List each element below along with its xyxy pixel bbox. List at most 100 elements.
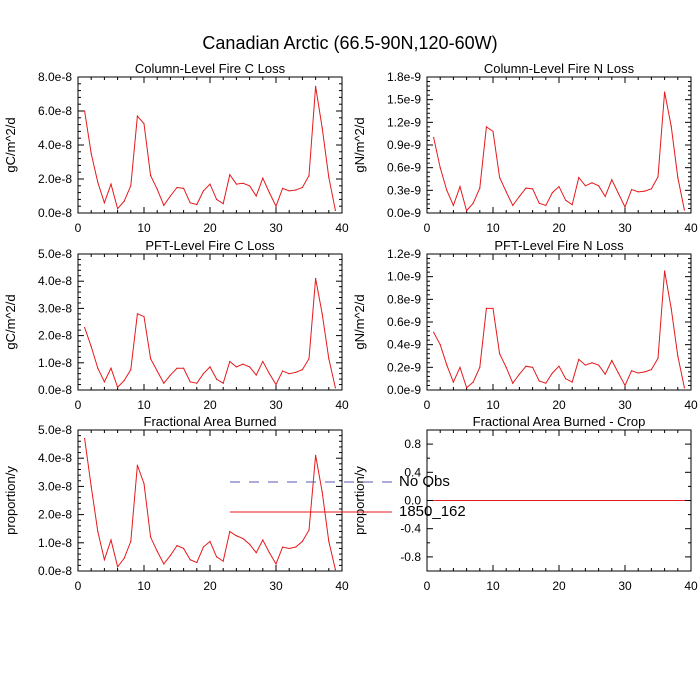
data-point — [334, 387, 336, 389]
x-tick-label: 40 — [684, 398, 698, 412]
data-point — [117, 386, 119, 388]
data-point — [611, 359, 613, 362]
data-point — [644, 190, 646, 192]
x-tick-label: 0 — [75, 398, 82, 412]
data-point — [262, 177, 264, 179]
y-tick-label: 0.8 — [404, 437, 421, 451]
data-point — [176, 186, 178, 189]
y-axis-label: proportion/y — [352, 466, 367, 535]
data-point — [242, 182, 244, 184]
data-point — [598, 185, 600, 187]
x-tick-label: 20 — [552, 221, 566, 235]
y-tick-label: 0.8e-9 — [387, 292, 421, 306]
x-tick-label: 40 — [684, 579, 698, 593]
x-tick-label: 20 — [552, 398, 566, 412]
x-tick-label: 30 — [269, 579, 283, 593]
data-point — [439, 344, 441, 346]
chart-panel-1: Column-Level Fire C Loss gC/m^2/d 0 10 20 30 4… — [3, 61, 349, 235]
data-point — [637, 191, 639, 193]
data-point — [315, 277, 317, 280]
y-axis-label: gC/m^2/d — [3, 294, 18, 349]
data-point — [110, 367, 112, 369]
data-point — [163, 563, 165, 565]
series-line-1 — [84, 438, 336, 570]
data-point — [156, 550, 158, 552]
data-point — [637, 372, 639, 374]
y-axis-label: proportion/y — [3, 466, 18, 535]
x-tick-label: 20 — [203, 579, 217, 593]
y-tick-label: 0.6e-9 — [387, 315, 421, 329]
x-tick-label: 10 — [486, 579, 500, 593]
y-tick-label: 1.8e-9 — [387, 70, 421, 84]
data-point — [499, 176, 501, 179]
x-tick-label: 30 — [269, 221, 283, 235]
data-point — [97, 181, 99, 183]
data-point — [163, 204, 165, 206]
x-tick-label: 30 — [269, 398, 283, 412]
data-point — [611, 179, 613, 181]
data-point — [532, 366, 534, 368]
series-line-1 — [433, 92, 685, 212]
panel-title: PFT-Level Fire C Loss — [145, 238, 275, 253]
data-point — [328, 176, 330, 178]
data-point — [433, 499, 435, 502]
plot-frame — [77, 429, 343, 572]
panel-title: Fractional Area Burned - Crop — [473, 414, 646, 429]
data-point — [650, 369, 653, 371]
y-tick-label: 3.0e-8 — [38, 479, 72, 493]
data-point — [130, 540, 132, 542]
y-tick-label: 2.0e-8 — [38, 508, 72, 522]
series-line-1 — [84, 86, 336, 211]
data-point — [452, 381, 454, 383]
data-point — [103, 202, 105, 204]
data-point — [644, 371, 646, 373]
data-point — [189, 381, 191, 383]
data-point — [518, 373, 521, 375]
data-point — [176, 545, 178, 547]
data-point — [439, 167, 441, 169]
data-point — [249, 185, 251, 187]
x-tick-label: 20 — [203, 221, 217, 235]
data-point — [565, 378, 567, 380]
y-tick-label: 1.2e-9 — [387, 115, 421, 129]
x-tick-label: 30 — [618, 221, 632, 235]
data-point — [130, 369, 132, 371]
y-tick-label: 0.0e-8 — [38, 383, 72, 397]
data-point — [321, 127, 323, 129]
data-point — [282, 187, 284, 189]
data-point — [288, 373, 290, 375]
data-point — [235, 366, 237, 368]
data-point — [512, 204, 514, 207]
data-point — [558, 185, 560, 188]
x-tick-label: 0 — [424, 398, 431, 412]
data-point — [222, 560, 224, 562]
data-point — [492, 307, 494, 309]
panel-title: Fractional Area Burned — [144, 414, 277, 429]
data-point — [288, 547, 290, 550]
y-tick-label: 0.0 — [404, 494, 421, 508]
data-point — [446, 364, 448, 366]
y-tick-label: 0.0e-9 — [387, 206, 421, 220]
data-point — [196, 561, 198, 564]
y-tick-label: 6.0e-8 — [38, 104, 72, 118]
data-point — [110, 183, 112, 185]
y-tick-label: -0.4 — [400, 522, 421, 536]
data-point — [235, 183, 237, 185]
y-tick-label: 1.0e-8 — [38, 536, 72, 550]
data-point — [143, 482, 145, 485]
x-tick-label: 40 — [684, 221, 698, 235]
data-point — [143, 123, 145, 125]
y-tick-label: -0.8 — [400, 550, 421, 564]
data-point — [538, 380, 540, 382]
data-point — [459, 366, 461, 368]
data-point — [308, 358, 310, 360]
data-point — [624, 206, 626, 208]
y-tick-label: 0.0e-9 — [387, 383, 421, 397]
data-point — [657, 357, 659, 359]
data-point — [229, 174, 231, 176]
x-tick-label: 10 — [486, 398, 500, 412]
data-point — [249, 366, 251, 368]
y-tick-label: 2.0e-8 — [38, 329, 72, 343]
data-point — [282, 370, 284, 372]
